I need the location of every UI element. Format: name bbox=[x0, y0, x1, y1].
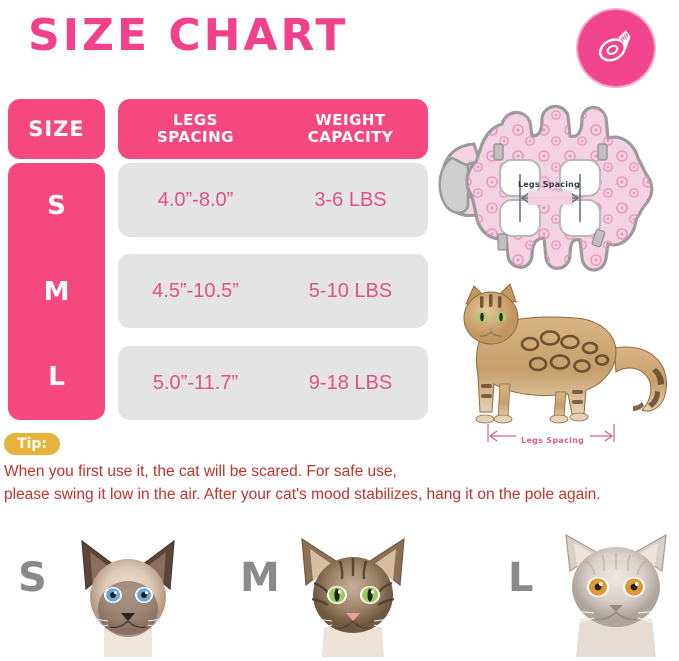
british-shorthair-cat-face-illustration bbox=[555, 533, 677, 657]
cell-weight: 3-6 LBS bbox=[314, 188, 387, 211]
table-row: 4.5”-10.5” 5-10 LBS bbox=[118, 254, 428, 328]
cat-legs-spacing-label: Legs Spacing bbox=[521, 436, 585, 445]
size-label-s: S bbox=[47, 190, 66, 221]
tip-badge: Tip: bbox=[4, 433, 60, 455]
bottom-cat-large: L bbox=[498, 515, 679, 661]
header-size-label: SIZE bbox=[28, 117, 85, 141]
page-title: SIZE CHART bbox=[28, 10, 349, 61]
header-legs-spacing: LEGS SPACING bbox=[118, 110, 273, 147]
tabby-cat-face-illustration bbox=[297, 537, 409, 657]
bottom-cat-medium: M bbox=[228, 515, 458, 661]
header-legs-spacing-line2: SPACING bbox=[157, 128, 234, 146]
cell-legs-spacing: 5.0”-11.7” bbox=[152, 371, 239, 394]
product-image bbox=[432, 96, 676, 288]
header-legs-spacing-line1: LEGS bbox=[173, 110, 218, 129]
siamese-cat-face-illustration bbox=[77, 539, 179, 657]
bengal-cat-image bbox=[444, 272, 679, 452]
cell-legs-spacing: 4.5”-10.5” bbox=[152, 279, 239, 302]
table-header-bar: LEGS SPACING WEIGHT CAPACITY bbox=[118, 99, 428, 159]
bengal-cat-illustration bbox=[463, 283, 667, 443]
cell-weight: 9-18 LBS bbox=[308, 371, 393, 394]
cell-legs-spacing: 4.0”-8.0” bbox=[157, 188, 234, 211]
tip-text-line-2: please swing it low in the air. After yo… bbox=[4, 486, 601, 503]
size-table: SIZE LEGS SPACING WEIGHT CAPACITY S M L … bbox=[8, 99, 428, 421]
table-header-size: SIZE bbox=[8, 99, 105, 159]
tip-text-line-1: When you first use it, the cat will be s… bbox=[4, 463, 397, 480]
brand-badge bbox=[578, 10, 654, 86]
table-row: 4.0”-8.0” 3-6 LBS bbox=[118, 163, 428, 237]
measuring-tape-icon bbox=[598, 30, 631, 62]
bottom-cat-small: S bbox=[0, 515, 220, 661]
bottom-cat-row: S bbox=[0, 515, 679, 661]
bottom-size-label-s: S bbox=[18, 555, 47, 601]
header-weight-line2: CAPACITY bbox=[307, 128, 394, 146]
size-column: S M L bbox=[8, 163, 105, 420]
size-label-l: L bbox=[48, 362, 65, 393]
cat-restraint-mat-illustration bbox=[438, 104, 654, 272]
cell-weight: 5-10 LBS bbox=[308, 279, 393, 302]
header-weight-line1: WEIGHT bbox=[315, 110, 386, 129]
size-label-m: M bbox=[43, 276, 70, 307]
product-legs-spacing-label: Legs Spacing bbox=[518, 180, 580, 189]
tip-badge-label: Tip: bbox=[17, 436, 47, 452]
bottom-size-label-l: L bbox=[508, 555, 534, 601]
header-weight-capacity: WEIGHT CAPACITY bbox=[273, 110, 428, 147]
table-row: 5.0”-11.7” 9-18 LBS bbox=[118, 346, 428, 420]
bottom-size-label-m: M bbox=[240, 555, 280, 601]
